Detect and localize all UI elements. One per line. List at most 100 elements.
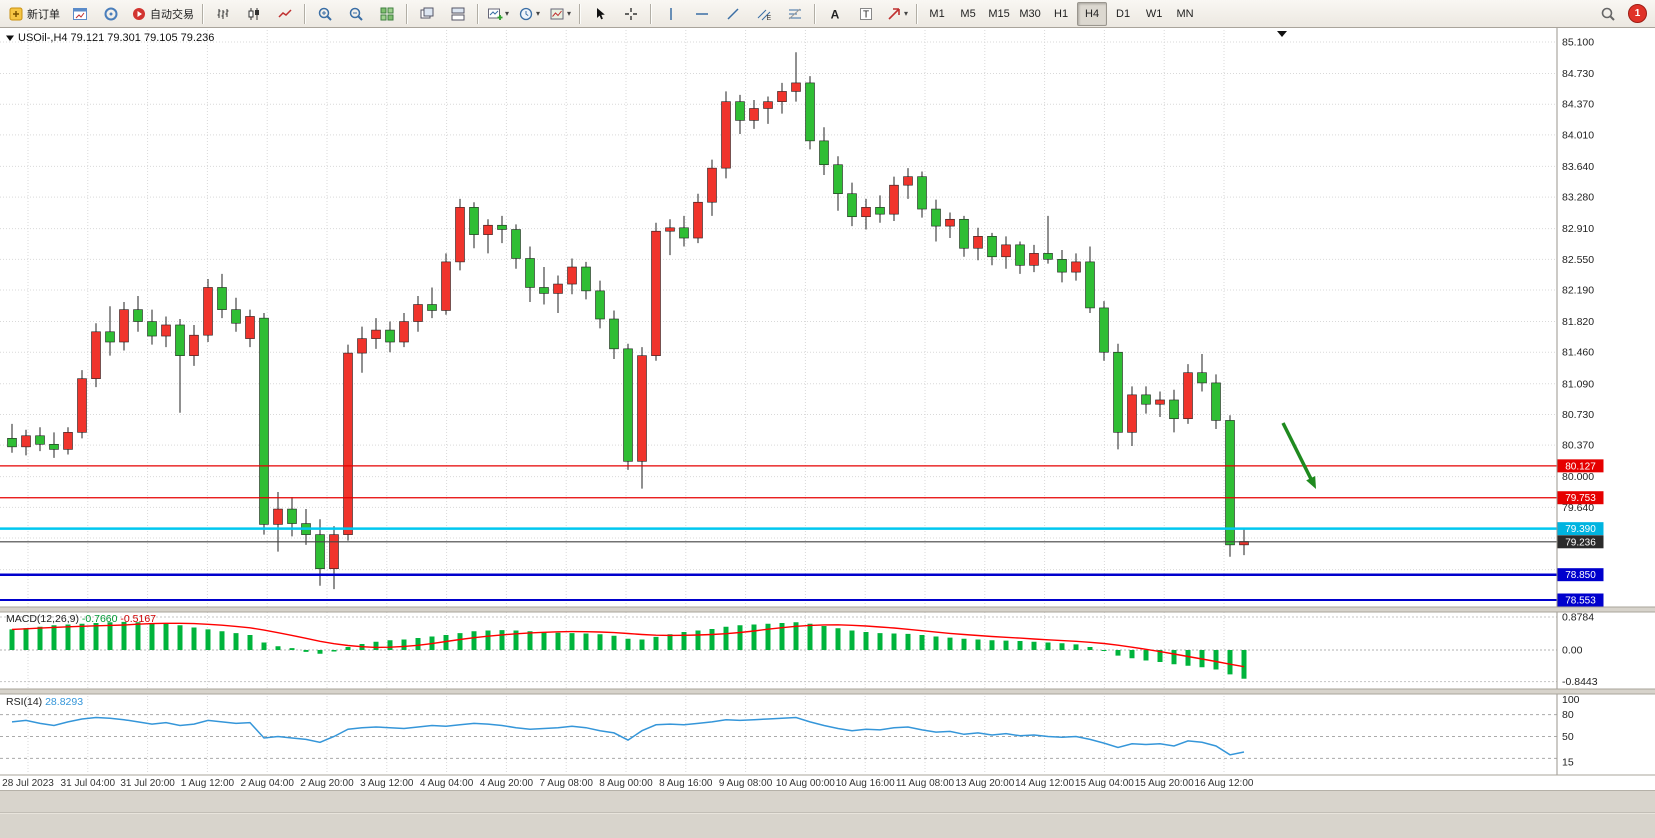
chart-canvas[interactable]: USOil-,H4 79.121 79.301 79.105 79.236 MAC…: [0, 28, 1655, 790]
chart-area: USOil-,H4 79.121 79.301 79.105 79.236 MAC…: [0, 28, 1655, 790]
bottom-divider: [0, 812, 1655, 813]
market-watch-icon: [103, 6, 119, 22]
vertical-line-button[interactable]: [656, 2, 686, 26]
macd-bar: [401, 639, 407, 650]
macd-bar: [345, 647, 351, 650]
auto-trading-button-label: 自动交易: [150, 8, 194, 21]
zoom-out-button[interactable]: [341, 2, 371, 26]
scroll-to-end-marker[interactable]: [1277, 31, 1287, 37]
auto-trading-icon: [131, 6, 147, 22]
new-chart-button[interactable]: ▾: [483, 2, 513, 26]
macd-bar: [1115, 650, 1121, 656]
macd-bar: [933, 636, 939, 650]
timeframe-d1-button[interactable]: D1: [1108, 2, 1138, 26]
macd-axis-label: 0.8784: [1562, 612, 1594, 624]
macd-bar: [303, 650, 309, 652]
macd-bar: [1157, 650, 1163, 662]
macd-bar: [653, 636, 659, 650]
charts-button[interactable]: [65, 2, 95, 26]
bar-chart-button[interactable]: [208, 2, 238, 26]
rsi-axis-label: 15: [1562, 757, 1574, 769]
market-watch-button[interactable]: [96, 2, 126, 26]
candle-body: [273, 508, 283, 525]
macd-bar: [625, 638, 631, 650]
time-axis-label: 15 Aug 20:00: [1135, 778, 1194, 789]
macd-bar: [835, 628, 841, 650]
toolbar-separator: [477, 3, 479, 24]
macd-bar: [135, 622, 141, 650]
timeframe-d1-button-label: D1: [1116, 7, 1131, 20]
macd-bar: [261, 642, 267, 650]
label-button[interactable]: T: [851, 2, 881, 26]
channel-button[interactable]: E: [749, 2, 779, 26]
timeframe-w1-button[interactable]: W1: [1139, 2, 1169, 26]
cursor-button[interactable]: [585, 2, 615, 26]
price-tag-80.127: [1557, 459, 1604, 473]
candle-body: [819, 140, 829, 166]
candle-body: [861, 207, 871, 218]
timeframe-w1-button-label: W1: [1145, 7, 1163, 20]
timeframe-h4-button[interactable]: H4: [1077, 1, 1108, 26]
chevron-down-icon: ▾: [536, 9, 541, 18]
notification-badge[interactable]: 1: [1628, 4, 1647, 23]
price-tag-79.390: [1557, 522, 1604, 536]
macd-bar: [191, 627, 197, 650]
candle-chart-button[interactable]: [239, 2, 269, 26]
template-button[interactable]: ▾: [545, 2, 575, 26]
time-axis-label: 31 Jul 20:00: [120, 778, 175, 789]
horizontal-line-button[interactable]: [687, 2, 717, 26]
candle-body: [7, 438, 17, 448]
panel-separators[interactable]: [0, 606, 1655, 776]
toolbar-separator: [814, 3, 817, 24]
new-order-button[interactable]: 新订单: [4, 2, 64, 26]
chevron-down-icon: ▾: [505, 9, 510, 18]
rsi-panel: RSI(14) 28.8293: [0, 696, 1557, 759]
candle-body: [1113, 351, 1123, 433]
auto-trading-button[interactable]: 自动交易: [127, 2, 198, 26]
search-button[interactable]: [1593, 2, 1623, 26]
timeframe-m15-button[interactable]: M15: [984, 2, 1014, 26]
candle-body: [245, 316, 255, 339]
periodicity-button[interactable]: ▾: [514, 2, 544, 26]
grid: [0, 30, 1557, 774]
candle-body: [1029, 253, 1039, 266]
price-axis-label: 82.190: [1562, 285, 1594, 297]
cascade-windows-button[interactable]: [412, 2, 442, 26]
price-axis-label: 84.730: [1562, 68, 1594, 80]
line-chart-button[interactable]: [270, 2, 300, 26]
rsi-axis-label: 100: [1562, 694, 1580, 706]
arrange-windows-button[interactable]: [443, 2, 473, 26]
timeframe-mn-button[interactable]: MN: [1170, 2, 1200, 26]
candle-body: [1225, 420, 1235, 546]
bottom-scroll-area: [0, 790, 1655, 838]
macd-bar: [891, 633, 897, 650]
arrow-annotation[interactable]: [1281, 422, 1316, 489]
macd-bar: [373, 641, 379, 650]
channel-icon: E: [756, 6, 772, 22]
macd-bar: [793, 622, 799, 650]
timeframe-m30-button[interactable]: M30: [1015, 2, 1045, 26]
candle-body: [427, 304, 437, 311]
timeframe-m5-button[interactable]: M5: [953, 2, 983, 26]
crosshair-button[interactable]: [616, 2, 646, 26]
macd-bar: [93, 623, 99, 650]
arrows-button[interactable]: ▾: [882, 2, 912, 26]
time-axis-label: 11 Aug 08:00: [896, 778, 955, 789]
candle-body: [189, 334, 199, 356]
tile-windows-button[interactable]: [372, 2, 402, 26]
zoom-in-button[interactable]: [310, 2, 340, 26]
timeframe-h1-button[interactable]: H1: [1046, 2, 1076, 26]
price-axis-label: 85.100: [1562, 37, 1594, 49]
candle-body: [1071, 261, 1081, 273]
timeframe-m1-button[interactable]: M1: [922, 2, 952, 26]
macd-panel: MACD(12,26,9) -0.7660 -0.5167: [0, 613, 1557, 683]
symbol-dropdown-icon[interactable]: [6, 35, 14, 42]
fibonacci-button[interactable]: [780, 2, 810, 26]
price-axis-label: 80.730: [1562, 409, 1594, 421]
text-button[interactable]: A: [820, 2, 850, 26]
price-axis-label: 79.640: [1562, 502, 1594, 514]
time-axis-label: 13 Aug 20:00: [955, 778, 1014, 789]
candle-body: [469, 207, 479, 235]
trendline-button[interactable]: [718, 2, 748, 26]
timeframe-m15-button-label: M15: [988, 7, 1010, 20]
